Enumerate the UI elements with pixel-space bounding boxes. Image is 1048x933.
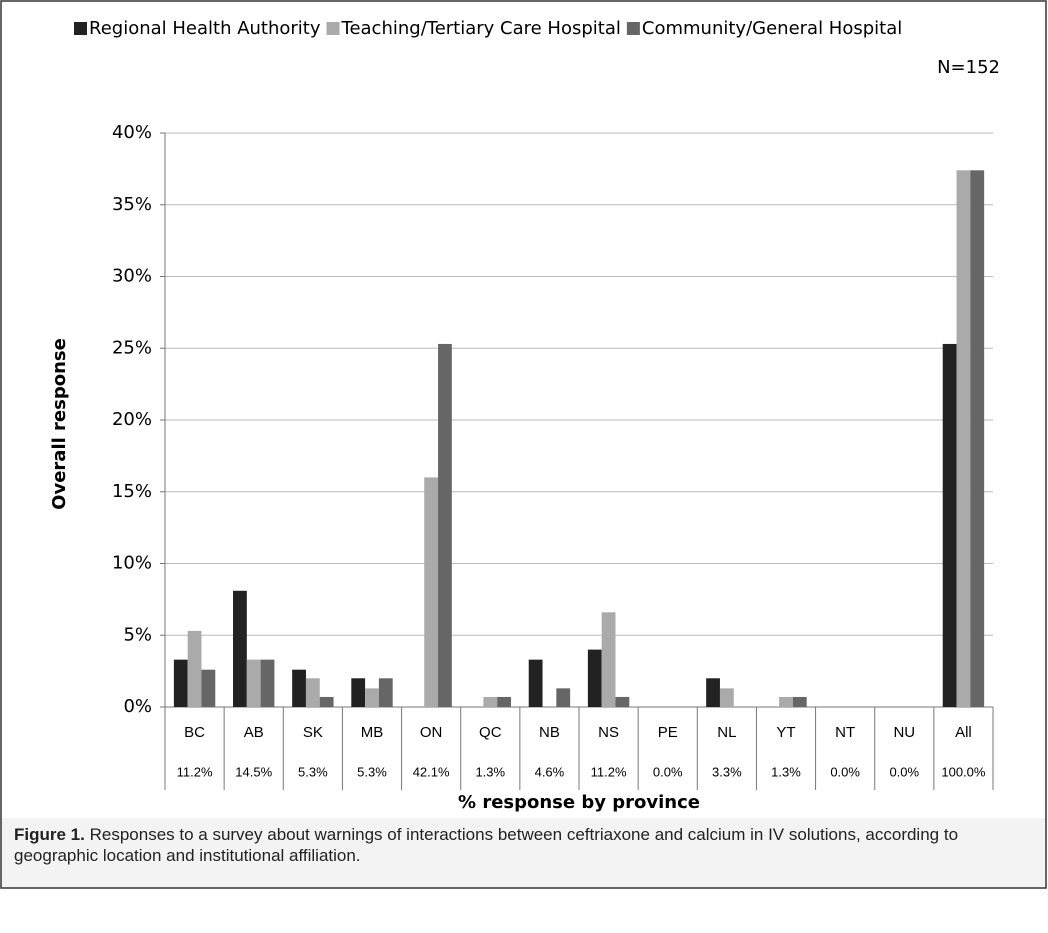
bar bbox=[956, 170, 971, 707]
x-tick-label: NS bbox=[598, 724, 619, 741]
x-tick-label: All bbox=[955, 724, 972, 741]
y-tick-label: 25% bbox=[112, 337, 152, 358]
x-tick-label: YT bbox=[776, 724, 795, 741]
y-axis-label: Overall response bbox=[49, 338, 70, 510]
category-share: 5.3% bbox=[298, 764, 328, 779]
bar bbox=[319, 696, 334, 707]
category-share: 42.1% bbox=[413, 764, 450, 779]
y-tick-label: 5% bbox=[123, 624, 152, 645]
x-tick-label: ON bbox=[420, 724, 443, 741]
bar bbox=[365, 688, 379, 707]
bar bbox=[438, 343, 452, 707]
bar bbox=[528, 659, 543, 707]
bar bbox=[601, 612, 616, 707]
bar bbox=[942, 343, 957, 707]
x-tick-label: NL bbox=[717, 724, 736, 741]
y-tick-label: 30% bbox=[112, 266, 152, 287]
bar bbox=[970, 170, 985, 707]
caption-text: Responses to a survey about warnings of … bbox=[14, 825, 959, 865]
x-axis-label: % response by province bbox=[458, 792, 700, 813]
bar bbox=[719, 688, 734, 707]
x-tick-label: NU bbox=[893, 724, 915, 741]
y-tick-label: 40% bbox=[112, 122, 152, 143]
bar bbox=[483, 696, 498, 707]
bar bbox=[233, 590, 247, 707]
legend-swatch bbox=[326, 22, 340, 35]
category-share: 1.3% bbox=[771, 764, 801, 779]
x-tick-label: NB bbox=[539, 724, 560, 741]
bar bbox=[706, 678, 720, 707]
bar bbox=[792, 696, 807, 707]
bar bbox=[173, 659, 188, 707]
legend-swatch bbox=[626, 22, 640, 35]
caption: Figure 1. Responses to a survey about wa… bbox=[14, 824, 1034, 866]
bar bbox=[187, 630, 202, 707]
bar bbox=[246, 659, 261, 707]
category-share: 3.3% bbox=[712, 764, 742, 779]
frame bbox=[0, 0, 1047, 889]
bar bbox=[497, 696, 511, 707]
y-tick-label: 20% bbox=[112, 409, 152, 430]
bar bbox=[556, 688, 571, 707]
n-label: N=152 bbox=[937, 57, 1000, 78]
bar bbox=[201, 669, 216, 707]
legend-label: Teaching/Tertiary Care Hospital bbox=[341, 18, 621, 39]
category-share: 1.3% bbox=[475, 764, 505, 779]
y-tick-label: 0% bbox=[123, 696, 152, 717]
bar bbox=[351, 678, 366, 707]
x-tick-label: MB bbox=[361, 724, 384, 741]
y-tick-label: 15% bbox=[112, 481, 152, 502]
x-tick-label: AB bbox=[244, 724, 264, 741]
x-tick-label: BC bbox=[184, 724, 205, 741]
category-share: 5.3% bbox=[357, 764, 387, 779]
category-share: 14.5% bbox=[235, 764, 272, 779]
bar bbox=[260, 659, 275, 707]
bar bbox=[587, 649, 602, 707]
bar bbox=[378, 678, 393, 707]
bar bbox=[779, 696, 793, 707]
category-share: 4.6% bbox=[535, 764, 565, 779]
category-share: 0.0% bbox=[889, 764, 919, 779]
x-tick-label: QC bbox=[479, 724, 502, 741]
legend-swatch bbox=[74, 22, 87, 35]
legend-label: Community/General Hospital bbox=[642, 18, 902, 39]
caption-label: Figure 1. bbox=[14, 825, 85, 844]
bar bbox=[424, 477, 439, 707]
x-tick-label: PE bbox=[658, 724, 678, 741]
y-tick-label: 35% bbox=[112, 194, 152, 215]
category-share: 11.2% bbox=[177, 764, 213, 779]
category-share: 11.2% bbox=[591, 764, 627, 779]
x-tick-label: NT bbox=[835, 724, 855, 741]
category-share: 0.0% bbox=[653, 764, 683, 779]
bar bbox=[292, 669, 306, 707]
bar bbox=[305, 678, 320, 707]
bar bbox=[615, 696, 630, 707]
legend-label: Regional Health Authority bbox=[89, 18, 321, 39]
x-tick-label: SK bbox=[303, 724, 323, 741]
y-tick-label: 10% bbox=[112, 553, 152, 574]
caption-background bbox=[2, 818, 1045, 887]
category-share: 0.0% bbox=[830, 764, 860, 779]
category-share: 100.0% bbox=[941, 764, 986, 779]
